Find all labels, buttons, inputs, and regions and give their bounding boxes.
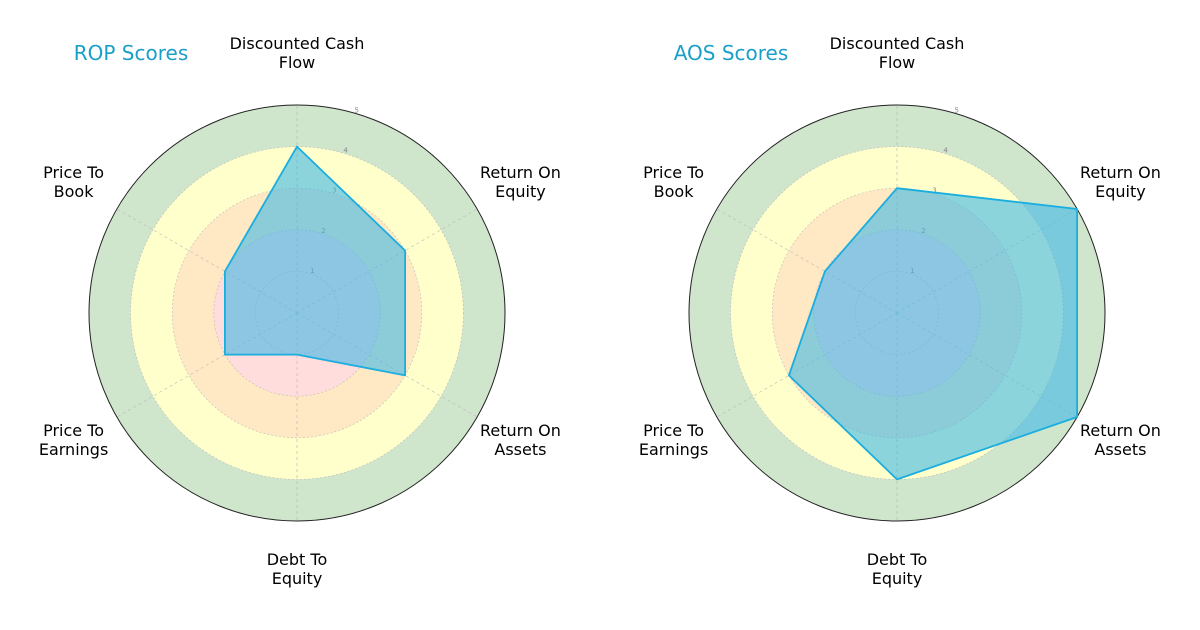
axis-label: Price To Earnings (639, 421, 708, 459)
grid-ring (171, 187, 423, 439)
chart-title: AOS Scores (674, 41, 789, 65)
axis-label: Discounted Cash Flow (230, 34, 365, 72)
grid-spoke (116, 312, 298, 418)
grid-ring (130, 146, 464, 480)
grid-spoke (716, 208, 898, 314)
axis-label: Return On Assets (1080, 421, 1161, 459)
axis-label: Debt To Equity (867, 550, 928, 588)
outer-border (88, 104, 506, 522)
axis-label: Price To Book (43, 163, 104, 201)
grid-spoke (116, 208, 298, 314)
radial-tick-label: 5 (954, 107, 958, 115)
chart-title: ROP Scores (74, 41, 189, 65)
radial-tick-label: 5 (354, 107, 358, 115)
axis-label: Debt To Equity (267, 550, 328, 588)
radial-tick-label: 4 (343, 147, 348, 155)
axis-label: Price To Book (643, 163, 704, 201)
score-polygon (788, 187, 1078, 481)
score-polygon (223, 145, 407, 377)
radial-tick-label: 3 (932, 187, 936, 195)
axis-label: Price To Earnings (39, 421, 108, 459)
axis-label: Return On Assets (480, 421, 561, 459)
radial-tick-label: 4 (943, 147, 948, 155)
axis-label: Return On Equity (480, 163, 561, 201)
axis-label: Return On Equity (1080, 163, 1161, 201)
axis-label: Discounted Cash Flow (830, 34, 965, 72)
outer-border (688, 104, 1106, 522)
